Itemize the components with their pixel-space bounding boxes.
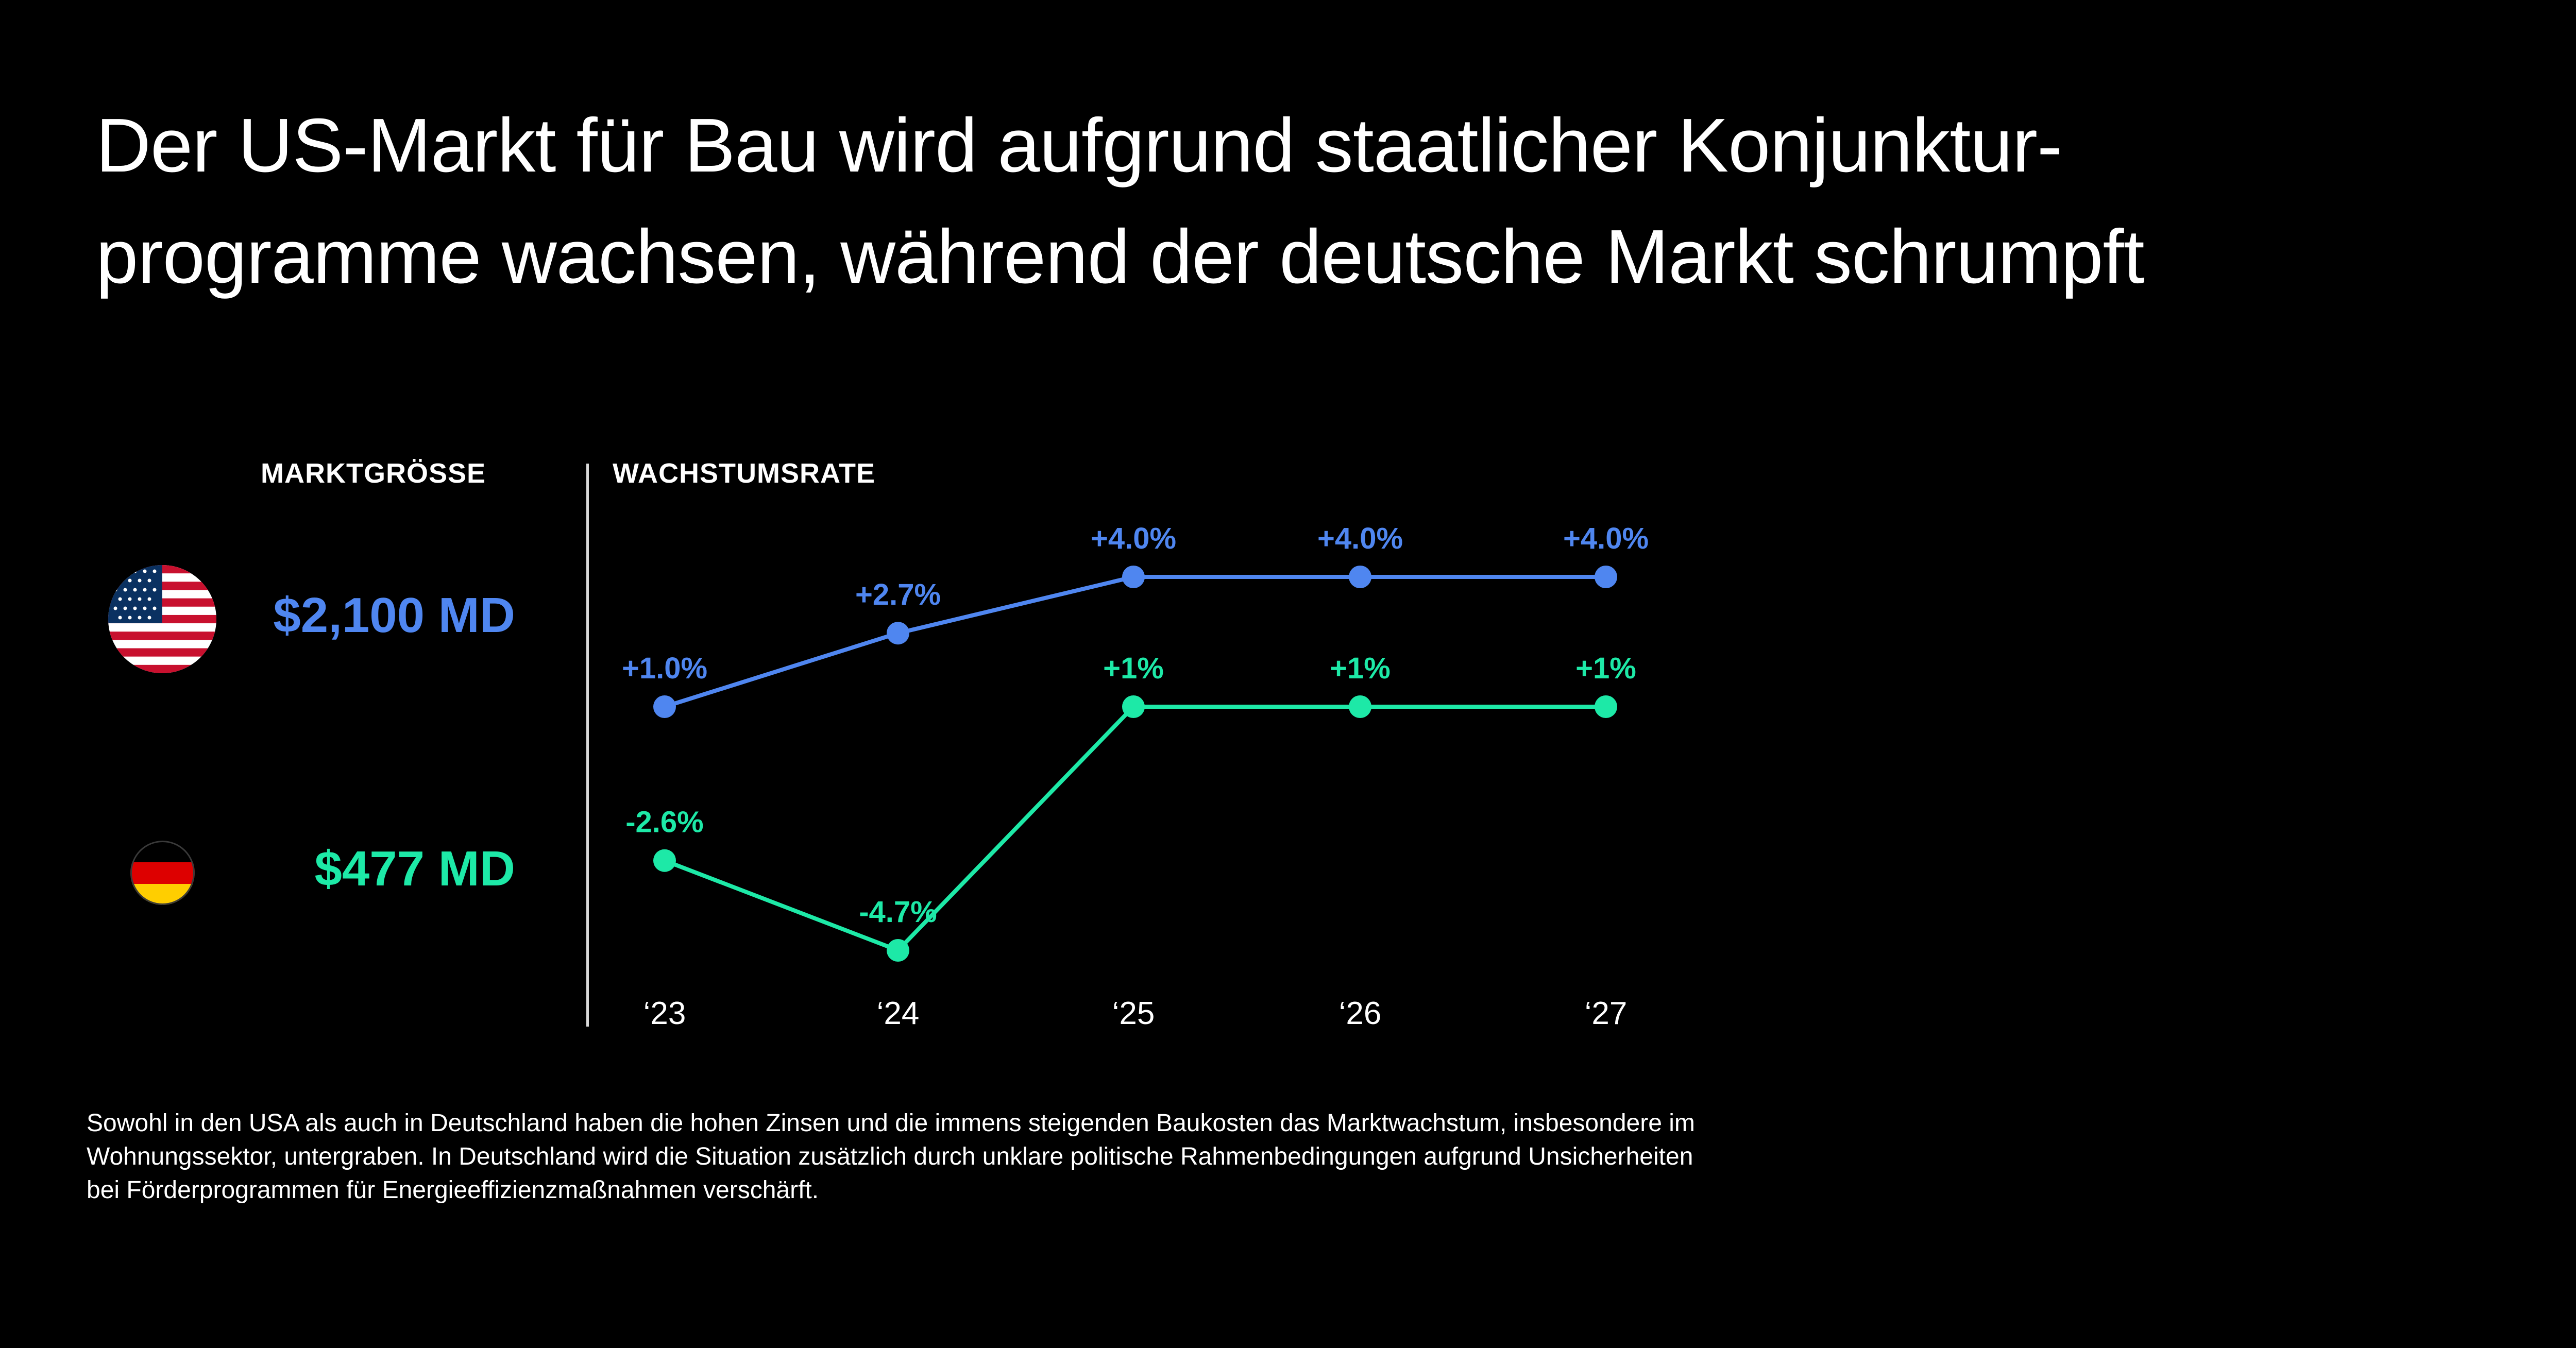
series-1-point [1122, 566, 1145, 588]
column-divider [586, 464, 589, 1027]
series-2-point [1349, 695, 1371, 718]
series-1-data-label: +4.0% [1091, 522, 1176, 555]
series-1-point [1595, 566, 1617, 588]
series-1-data-label: +1.0% [622, 652, 707, 685]
growth-rate-header: WACHSTUMSRATE [613, 458, 875, 489]
series-1-data-label: +2.7% [855, 578, 941, 611]
germany-market-value: $477 MD [314, 841, 515, 896]
series-2-data-label: +1% [1103, 652, 1164, 685]
series-2-data-label: -4.7% [859, 895, 937, 929]
series-1-point [887, 622, 909, 645]
x-tick-label: ‘25 [1112, 996, 1155, 1031]
series-2-point [653, 849, 676, 872]
us-flag-icon [108, 565, 216, 673]
footnote-line-1: Sowohl in den USA als auch in Deutschlan… [87, 1110, 1695, 1137]
x-tick-label: ‘24 [877, 996, 920, 1031]
series-1-point [653, 695, 676, 718]
series-2-point [887, 939, 909, 962]
series-2-point [1595, 695, 1617, 718]
series-1-line [663, 575, 1608, 709]
series-2-data-label: -2.6% [625, 806, 704, 839]
market-size-header: MARKTGRÖSSE [261, 458, 486, 489]
series-2-line [663, 705, 1608, 952]
chart-title-line-2: programme wachsen, während der deutsche … [96, 214, 2145, 299]
series-2-data-label: +1% [1575, 652, 1636, 685]
series-2-point [1122, 695, 1145, 718]
series-2-data-label: +1% [1330, 652, 1391, 685]
x-tick-label: ‘23 [643, 996, 686, 1031]
footnote: Sowohl in den USA als auch in Deutschlan… [87, 1106, 1890, 1207]
chart-title-line-1: Der US-Markt für Bau wird aufgrund staat… [96, 103, 2062, 188]
chart-title: Der US-Markt für Bau wird aufgrund staat… [96, 90, 2414, 313]
x-tick-label: ‘27 [1585, 996, 1628, 1031]
germany-flag-icon [130, 841, 195, 905]
series-1-point [1349, 566, 1371, 588]
series-1-data-label: +4.0% [1317, 522, 1403, 555]
x-tick-label: ‘26 [1339, 996, 1382, 1031]
footnote-line-3: bei Förderprogrammen für Energieeffizien… [87, 1176, 819, 1204]
footnote-line-2: Wohnungssektor, untergraben. In Deutschl… [87, 1143, 1693, 1170]
series-1-data-label: +4.0% [1563, 522, 1649, 555]
us-market-value: $2,100 MD [273, 588, 515, 643]
